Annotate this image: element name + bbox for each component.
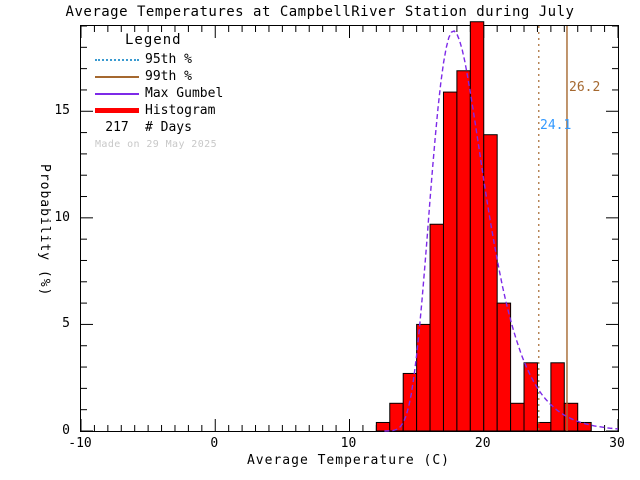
- histogram-bar: [429, 223, 444, 432]
- chart-title: Average Temperatures at CampbellRiver St…: [65, 4, 575, 20]
- histogram-bar: [456, 70, 471, 432]
- histogram-bar: [496, 302, 512, 432]
- legend-95th-dotted-line-swatch: [95, 58, 139, 61]
- histogram-bar: [483, 134, 498, 432]
- histogram-bars: [375, 21, 592, 432]
- p95-value-label: 24.1: [540, 118, 572, 133]
- x-tick-label: 10: [340, 436, 357, 451]
- legend-95th-label: 95th %: [145, 52, 192, 67]
- x-axis-label: Average Temperature (C): [246, 453, 450, 468]
- histogram-bar: [523, 362, 538, 432]
- y-tick-label: 15: [54, 103, 70, 119]
- legend-item-histogram: Histogram: [95, 102, 265, 119]
- histogram-bar: [550, 362, 565, 432]
- histogram-bar: [536, 421, 552, 432]
- x-tick-label: 30: [609, 436, 625, 451]
- made-on-text: Made on 29 May 2025: [95, 139, 217, 150]
- y-axis-label: Probability (%): [37, 163, 52, 297]
- legend: Legend 95th % 99th % Max Gumbel Histogra…: [95, 32, 265, 150]
- legend-item-95th: 95th %: [95, 51, 265, 68]
- plot-area: 26.2 24.1 Legend 95th % 99th % Max Gumbe…: [80, 21, 619, 432]
- legend-histogram-label: Histogram: [145, 103, 216, 118]
- x-tick-label: -10: [68, 436, 92, 451]
- legend-gumbel-label: Max Gumbel: [145, 86, 224, 101]
- legend-99th-line-swatch: [95, 75, 139, 78]
- x-tick-label: 0: [210, 436, 219, 451]
- histogram-bar: [469, 21, 485, 432]
- y-tick-label: 0: [62, 423, 70, 438]
- legend-item-99th: 99th %: [95, 68, 265, 85]
- legend-item-days: 217 # Days: [95, 119, 265, 136]
- legend-title: Legend: [125, 32, 182, 48]
- p99-value-label: 26.2: [569, 80, 601, 95]
- days-label: # Days: [145, 120, 192, 135]
- legend-item-gumbel: Max Gumbel: [95, 85, 265, 102]
- histogram-bar: [510, 402, 525, 432]
- histogram-bar: [577, 421, 592, 432]
- histogram-bar: [389, 402, 404, 432]
- legend-gumbel-line-swatch: [95, 92, 139, 95]
- y-tick-label: 5: [62, 316, 70, 332]
- plot-svg: [80, 21, 619, 432]
- y-tick-label: 10: [54, 209, 70, 225]
- days-count: 217: [105, 120, 129, 135]
- histogram-bar: [442, 91, 458, 432]
- histogram-bar: [375, 421, 391, 432]
- x-tick-label: 20: [474, 436, 491, 451]
- legend-histogram-swatch: [95, 108, 139, 113]
- gumbel-curve: [384, 30, 619, 432]
- legend-99th-label: 99th %: [145, 69, 192, 84]
